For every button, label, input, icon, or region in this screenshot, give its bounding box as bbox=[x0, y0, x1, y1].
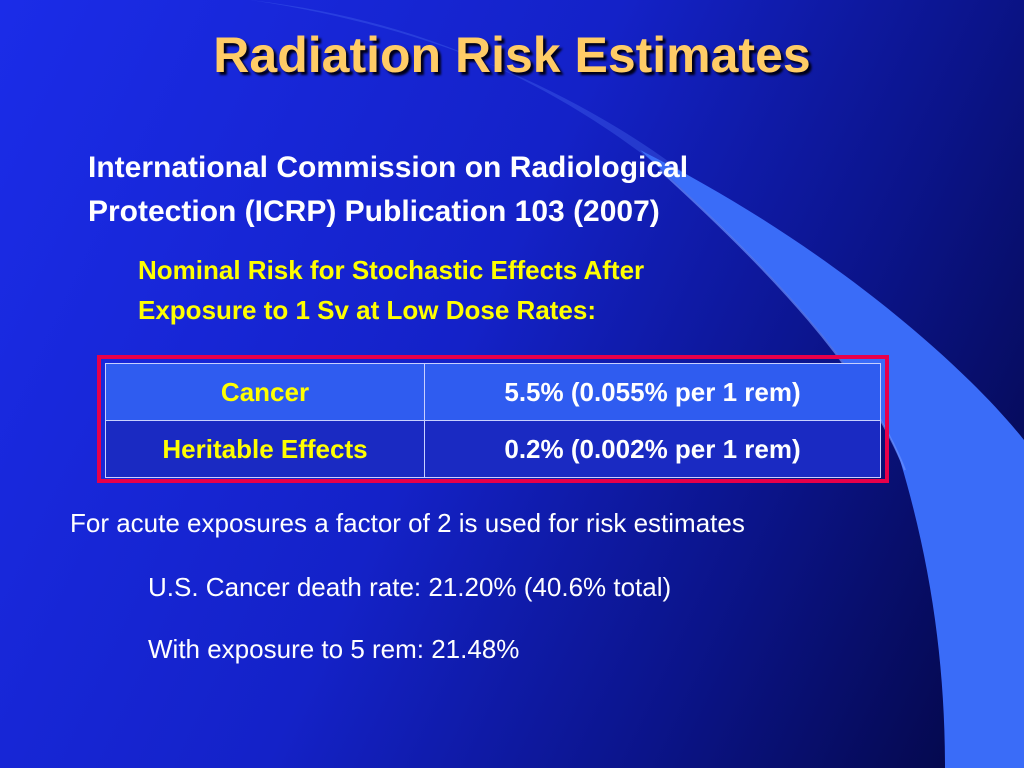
subtitle-line-2: Protection (ICRP) Publication 103 (2007) bbox=[88, 195, 660, 228]
risk-table-frame: Cancer 5.5% (0.055% per 1 rem) Heritable… bbox=[97, 355, 889, 483]
table-row: Heritable Effects 0.2% (0.002% per 1 rem… bbox=[105, 420, 881, 478]
risk-value-cell: 0.2% (0.002% per 1 rem) bbox=[424, 420, 881, 478]
risk-value-cell: 5.5% (0.055% per 1 rem) bbox=[424, 363, 881, 421]
subheading: Nominal Risk for Stochastic Effects Afte… bbox=[138, 250, 858, 330]
risk-category-cell: Heritable Effects bbox=[105, 420, 425, 478]
subtitle: International Commission on Radiological… bbox=[88, 146, 908, 234]
cancer-death-rate: U.S. Cancer death rate: 21.20% (40.6% to… bbox=[148, 572, 672, 602]
table-row: Cancer 5.5% (0.055% per 1 rem) bbox=[105, 363, 881, 421]
subheading-line-1: Nominal Risk for Stochastic Effects Afte… bbox=[138, 255, 645, 285]
risk-category-cell: Cancer bbox=[105, 363, 425, 421]
subtitle-line-1: International Commission on Radiological bbox=[88, 151, 689, 184]
acute-exposure-note: For acute exposures a factor of 2 is use… bbox=[70, 508, 745, 538]
exposure-risk: With exposure to 5 rem: 21.48% bbox=[148, 634, 520, 664]
slide-title: Radiation Risk Estimates bbox=[213, 27, 811, 83]
risk-table: Cancer 5.5% (0.055% per 1 rem) Heritable… bbox=[105, 363, 881, 478]
subheading-line-2: Exposure to 1 Sv at Low Dose Rates: bbox=[138, 295, 597, 325]
